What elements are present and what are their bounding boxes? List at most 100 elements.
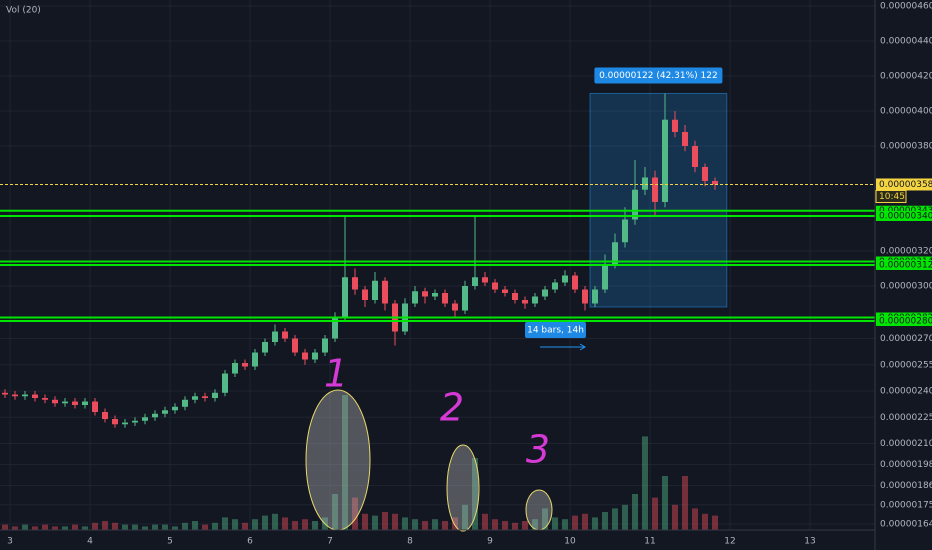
x-tick-label: 9 — [487, 537, 493, 547]
bars-label: 14 bars, 14h — [527, 326, 584, 336]
volume-bar — [642, 436, 648, 530]
y-tick-label: 0.00000225 — [880, 413, 932, 423]
volume-bar — [252, 519, 258, 530]
candle-body — [372, 280, 378, 301]
volume-bar — [72, 524, 78, 530]
candle-body — [222, 373, 228, 393]
candle-body — [2, 392, 8, 395]
y-tick-label: 0.00000400 — [880, 106, 932, 116]
candle-body — [712, 180, 718, 185]
candle-body — [562, 275, 568, 283]
volume-bar — [532, 519, 538, 530]
volume-bar — [292, 521, 298, 530]
x-tick-label: 3 — [7, 537, 13, 547]
candle-body — [642, 177, 648, 190]
volume-bar — [122, 524, 128, 530]
level-label-box — [876, 316, 932, 327]
candle-body — [322, 338, 328, 353]
measure-box — [589, 92, 728, 308]
annotation: 2 — [440, 386, 464, 430]
candle-body — [182, 399, 188, 407]
volume-bar — [382, 512, 388, 530]
candle-body — [682, 131, 688, 146]
x-tick-label: 10 — [564, 537, 576, 547]
volume-bar — [282, 517, 288, 530]
volume-bar — [362, 513, 368, 530]
volume-bar — [702, 513, 708, 530]
candle-body — [662, 119, 668, 202]
candle-body — [112, 419, 118, 425]
candle-body — [422, 291, 428, 297]
candle-body — [352, 277, 358, 290]
candle-body — [542, 289, 548, 297]
measure: 0.00000122 (42.31%) 122 14 bars, 14h — [525, 67, 728, 351]
candle-body — [72, 401, 78, 406]
volume-bar — [482, 513, 488, 530]
candle-body — [272, 331, 278, 343]
candle-body — [302, 352, 308, 360]
volume-bar — [242, 522, 248, 530]
volume-bar — [502, 521, 508, 530]
candle-body — [92, 401, 98, 413]
countdown-box — [875, 189, 907, 203]
level-label-box — [876, 210, 932, 221]
y-tick-label: 0.00000186 — [880, 481, 932, 491]
candle-body — [502, 289, 508, 294]
volume-bar — [452, 517, 458, 530]
axes: 0.00000460 0.00000440 0.00000420 0.00000400… — [7, 1, 932, 547]
volume-bar — [132, 524, 138, 530]
candle-body — [602, 265, 608, 290]
candle-body — [622, 219, 628, 243]
volume-bar — [572, 515, 578, 530]
annotation: 3 — [526, 428, 550, 472]
candle-body — [492, 282, 498, 290]
candle-body — [452, 303, 458, 311]
candle-body — [52, 399, 58, 404]
volume-bar — [682, 476, 688, 530]
annotation: 1 — [324, 352, 348, 396]
volume-bar — [172, 526, 178, 530]
volume-bar — [52, 526, 58, 530]
volume-bar — [512, 522, 518, 530]
x-tick-label: 13 — [804, 537, 815, 547]
candle-body — [142, 417, 148, 421]
candle-body — [462, 286, 468, 311]
volume-bar — [212, 522, 218, 530]
volume-bar — [412, 519, 418, 530]
volume-bar — [392, 513, 398, 530]
candle-body — [592, 289, 598, 304]
volume-bar — [592, 517, 598, 530]
candle-body — [32, 394, 38, 399]
candle-body — [192, 396, 198, 400]
candle-body — [652, 177, 658, 202]
volume-bar — [712, 515, 718, 530]
candle-body — [172, 406, 178, 411]
level-label: 0.00000280 — [879, 317, 932, 327]
candle-body — [162, 410, 168, 414]
annotations: 1 2 3 — [324, 352, 550, 472]
x-tick-label: 4 — [87, 537, 93, 547]
volume-bar — [522, 521, 528, 530]
y-tick-label: 0.00000420 — [880, 71, 932, 81]
candle-body — [262, 342, 268, 353]
candle-body — [152, 413, 158, 418]
candle-body — [202, 396, 208, 399]
volume-bar — [692, 508, 698, 530]
volume-bar — [402, 517, 408, 530]
volume-bar — [472, 458, 478, 530]
level-label: 0.00000340 — [879, 211, 932, 221]
volume-bar — [582, 513, 588, 530]
volume-bar — [652, 497, 658, 530]
candle-body — [212, 392, 218, 399]
level-label-box — [876, 205, 932, 216]
candle-body — [672, 119, 678, 132]
volume-bar — [602, 512, 608, 530]
volume-bar — [632, 494, 638, 530]
y-tick-label: 0.00000175 — [880, 500, 932, 510]
volume-bar — [332, 494, 338, 530]
volume-bar — [462, 504, 468, 530]
current-price-box — [876, 178, 932, 191]
y-tick-label: 0.00000164 — [880, 520, 932, 530]
candle-body — [232, 363, 238, 374]
bars-label-box — [525, 322, 586, 339]
